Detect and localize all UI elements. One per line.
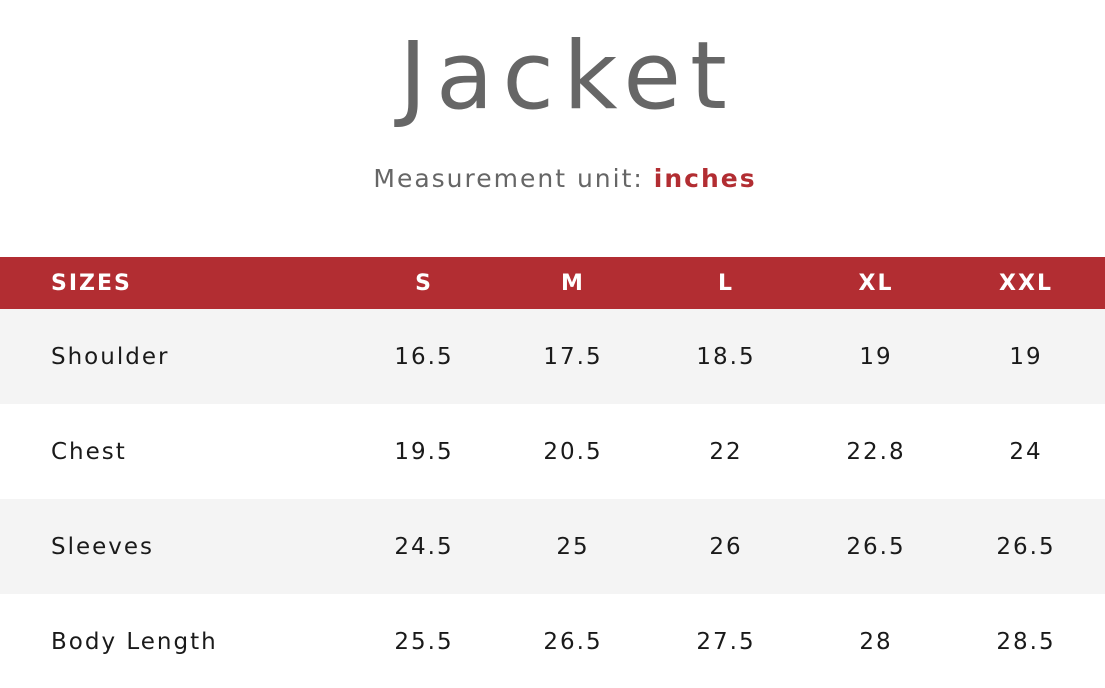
table-row: Body Length 25.5 26.5 27.5 28 28.5 <box>0 594 1105 688</box>
measurement-unit-line: Measurement unit: inches <box>0 163 1105 195</box>
row-label: Shoulder <box>51 343 170 370</box>
table-row: Sleeves 24.5 25 26 26.5 26.5 <box>0 499 1105 594</box>
table-row: Shoulder 16.5 17.5 18.5 19 19 <box>0 309 1105 404</box>
page-title: Jacket <box>399 22 736 131</box>
measurement-unit-prefix: Measurement unit: <box>373 164 644 193</box>
row-label: Body Length <box>51 629 218 655</box>
measurement-unit-value: inches <box>653 164 757 193</box>
size-chart-table: SIZES S M L XL XXL Shoulder 16.5 17.5 18… <box>0 257 1105 688</box>
table-row: Chest 19.5 20.5 22 22.8 24 <box>0 404 1105 499</box>
row-label: Sleeves <box>51 533 155 560</box>
header-sizes: SIZES <box>51 270 132 296</box>
table-header-row: SIZES S M L XL XXL <box>0 257 1105 309</box>
row-label: Chest <box>51 438 127 465</box>
